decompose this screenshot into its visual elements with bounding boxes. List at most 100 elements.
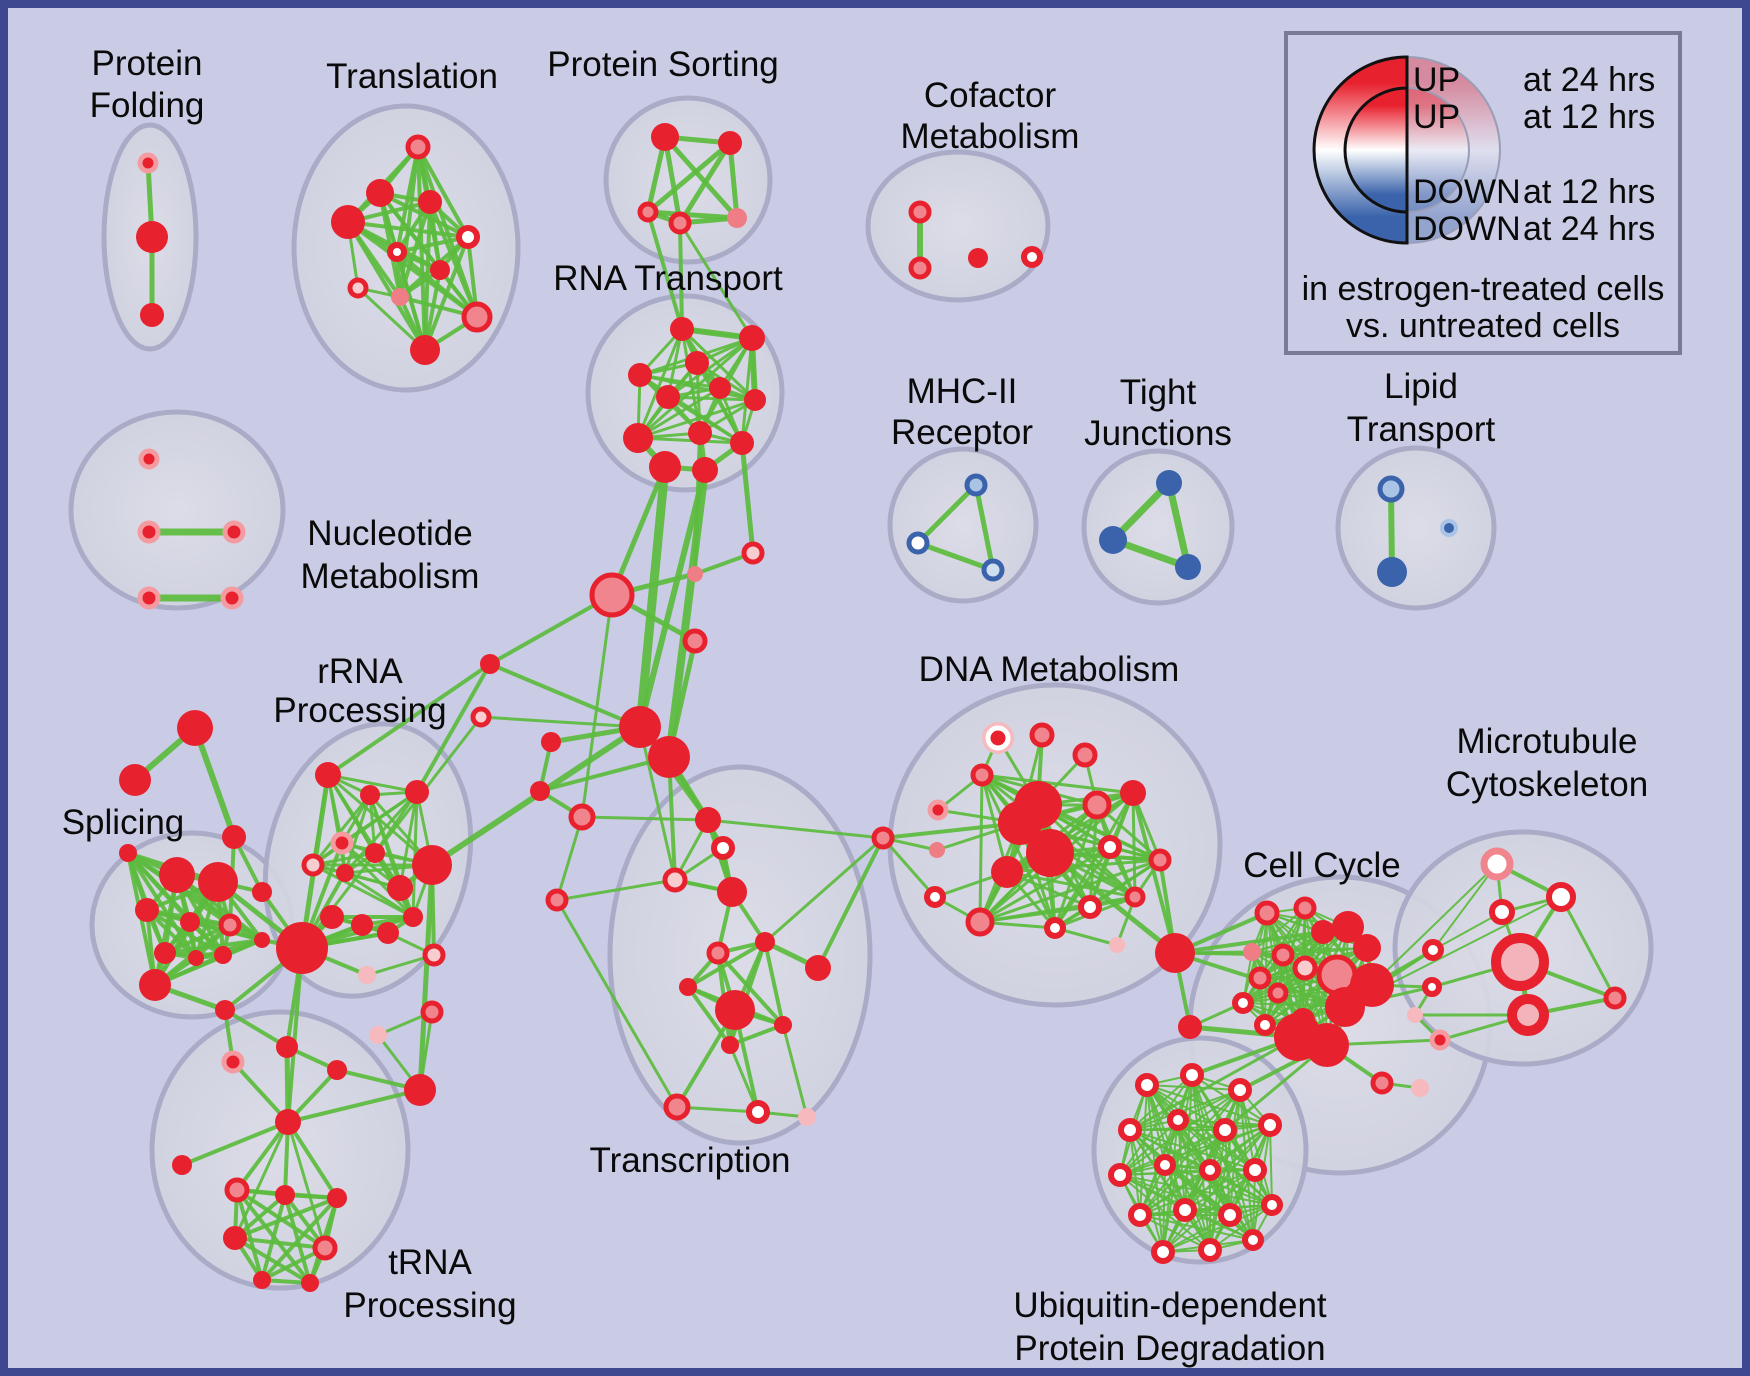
network-edge: [1184, 1209, 1254, 1241]
network-node-23: [709, 377, 731, 399]
network-node-92: [662, 867, 688, 893]
network-node-67: [682, 628, 708, 654]
network-node-70: [541, 732, 561, 752]
network-edge: [326, 773, 419, 794]
network-edge: [1162, 1204, 1273, 1253]
network-node-147: [1311, 920, 1335, 944]
network-edge: [231, 1060, 290, 1124]
network-edge: [286, 1120, 339, 1200]
label-lipid-transport: Lipid Transport: [1347, 367, 1496, 449]
network-node-0: [137, 152, 159, 174]
network-edge: [662, 134, 683, 226]
network-edge: [1131, 791, 1137, 899]
network-node-37: [981, 558, 1005, 582]
cluster-labels: Protein Folding Translation Protein Sorting…: [62, 44, 1648, 1368]
network-node-66: [741, 541, 765, 565]
network-node-123: [1029, 722, 1055, 748]
network-edge: [235, 1120, 290, 1192]
network-node-144: [1178, 1015, 1202, 1039]
network-node-189: [1489, 899, 1515, 925]
network-node-62: [188, 950, 204, 966]
network-edge: [417, 862, 435, 1093]
cluster-ellipse-lipid-transport: [1335, 445, 1497, 611]
network-edge: [816, 836, 885, 970]
network-node-190: [1491, 933, 1549, 991]
network-node-11: [391, 288, 409, 306]
cluster-ellipse-mhc-ii-receptor: [887, 446, 1039, 604]
network-node-187: [1480, 847, 1514, 881]
network-node-171: [1228, 1078, 1252, 1102]
network-node-12: [461, 301, 493, 333]
network-node-152: [1292, 955, 1318, 981]
network-node-31: [908, 200, 932, 224]
network-node-18: [727, 208, 747, 228]
network-edge: [980, 773, 1009, 874]
cluster-ellipse-trna-processing: [149, 1009, 411, 1291]
network-edge: [1162, 1124, 1271, 1253]
network-node-145: [1254, 900, 1280, 926]
label-ubiquitin: Ubiquitin-dependent Protein Degradation: [1013, 1286, 1327, 1368]
legend-direction-3: DOWN: [1413, 210, 1521, 248]
network-node-72: [315, 762, 341, 788]
label-protein-folding: Protein Folding: [90, 44, 205, 125]
network-node-73: [360, 785, 380, 805]
label-translation: Translation: [326, 57, 498, 96]
network-edge: [163, 923, 232, 955]
network-node-83: [351, 914, 373, 936]
network-node-44: [138, 448, 160, 470]
network-node-35: [964, 473, 988, 497]
network-node-79: [365, 843, 385, 863]
network-node-191: [1507, 994, 1549, 1036]
cluster-ellipse-cofactor-metabolism: [865, 149, 1051, 303]
network-node-118: [301, 1274, 319, 1292]
network-node-166: [1407, 1007, 1423, 1023]
legend-direction-2: DOWN: [1413, 173, 1521, 211]
label-nucleotide-metabolism: Nucleotide Metabolism: [301, 514, 480, 596]
network-node-61: [119, 844, 137, 862]
network-node-186: [1242, 1229, 1264, 1251]
network-edge: [1047, 850, 1178, 956]
network-node-74: [405, 780, 429, 804]
network-node-106: [215, 1000, 235, 1020]
network-edge: [1129, 1089, 1241, 1131]
network-edge: [555, 815, 584, 902]
network-edge: [915, 482, 979, 546]
network-edge: [763, 940, 785, 1027]
network-edge: [665, 466, 709, 761]
network-node-104: [746, 1100, 770, 1124]
network-node-50: [119, 764, 151, 796]
network-node-185: [1198, 1238, 1222, 1262]
network-node-125: [970, 763, 994, 787]
network-node-110: [275, 1109, 301, 1135]
network-node-98: [805, 955, 831, 981]
network-node-7: [456, 225, 480, 249]
network-edge: [881, 821, 1022, 840]
network-node-52: [159, 857, 195, 893]
network-node-192: [1603, 986, 1627, 1010]
network-edge: [915, 540, 996, 573]
legend-time-2: at 12 hrs: [1523, 173, 1655, 211]
network-edge: [1128, 1035, 1300, 1132]
network-edge: [326, 662, 492, 777]
network-edge: [1119, 1124, 1271, 1176]
network-node-109: [327, 1060, 347, 1080]
label-cofactor-metabolism: Cofactor Metabolism: [901, 76, 1080, 156]
network-edge: [695, 361, 744, 445]
network-edge: [286, 1120, 327, 1250]
network-node-181: [1173, 1198, 1197, 1222]
network-node-148: [1332, 911, 1364, 943]
network-node-117: [253, 1271, 271, 1289]
network-node-97: [755, 932, 775, 952]
network-node-9: [430, 260, 450, 280]
label-rna-transport: RNA Transport: [553, 259, 783, 298]
network-node-164: [1422, 939, 1444, 961]
network-node-33: [968, 248, 988, 268]
network-edge: [693, 431, 702, 576]
network-node-64: [589, 572, 635, 618]
network-node-87: [358, 966, 376, 984]
network-node-34: [1021, 246, 1043, 268]
network-edge: [1129, 1124, 1271, 1131]
network-node-114: [327, 1188, 347, 1208]
